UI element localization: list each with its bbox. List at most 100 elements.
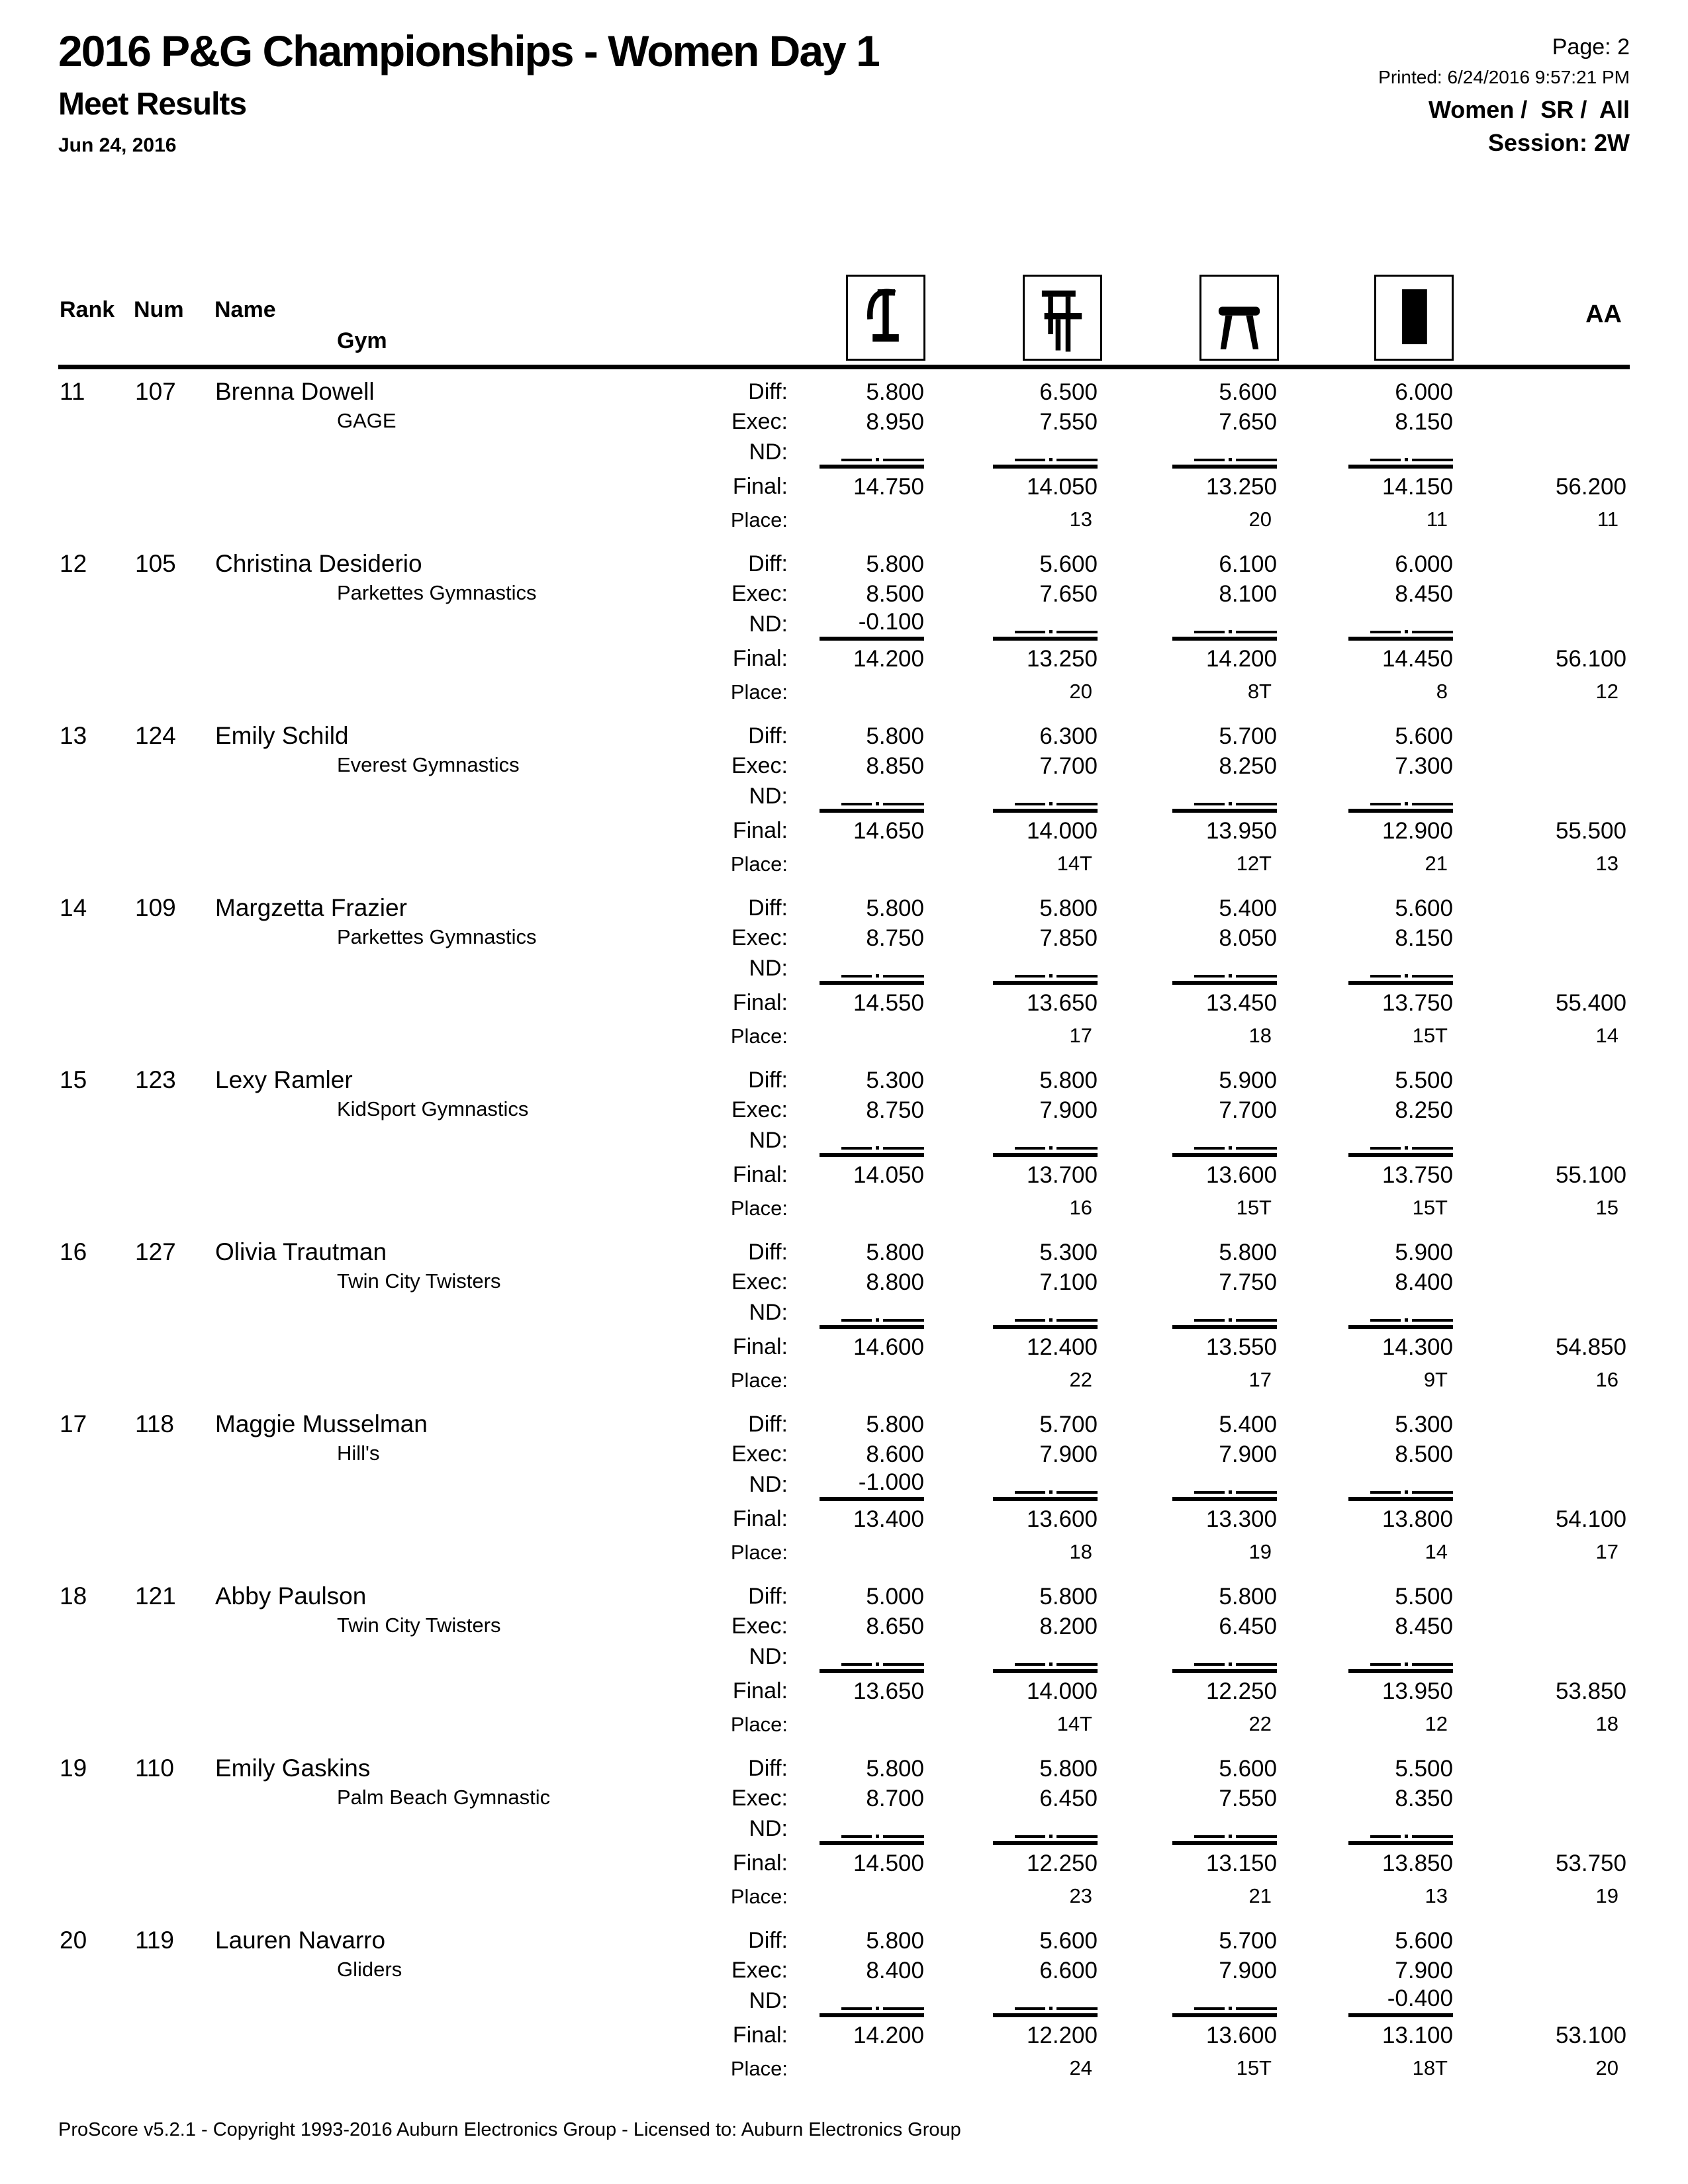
sum-line <box>1348 1497 1453 1501</box>
aa-total: 54.100 <box>1555 1506 1626 1532</box>
beam-final: 13.600 <box>1205 2023 1277 2048</box>
bars-final: 12.250 <box>1026 1850 1098 1876</box>
nd-blank-line <box>1370 1318 1453 1322</box>
athlete-block: 18 121 Abby Paulson Twin City Twisters D… <box>58 1574 1630 1746</box>
vault-diff: 5.800 <box>866 1412 924 1437</box>
beam-diff: 5.600 <box>1219 379 1277 405</box>
sum-line <box>993 1325 1098 1329</box>
label-place: Place: <box>730 1713 788 1736</box>
sum-line <box>820 465 924 469</box>
nd-blank-line <box>1015 1662 1098 1666</box>
label-place: Place: <box>730 1885 788 1908</box>
gym-name: Parkettes Gymnastics <box>337 581 537 604</box>
table-header: Rank Num Name Gym <box>58 273 1630 369</box>
nd-blank-line <box>1015 802 1098 805</box>
floor-exec: 7.300 <box>1395 753 1453 779</box>
aa-total: 53.850 <box>1555 1678 1626 1704</box>
floor-place: 18T <box>1412 2056 1448 2079</box>
floor-final: 14.450 <box>1382 646 1453 672</box>
bars-exec: 7.900 <box>1039 1097 1098 1123</box>
floor-nd-cell <box>1307 1809 1453 1845</box>
label-final: Final: <box>732 1678 788 1704</box>
vault-diff: 5.000 <box>866 1584 924 1610</box>
vault-nd-cell <box>778 433 924 469</box>
sum-line <box>993 809 1098 813</box>
rank-value: 17 <box>60 1410 87 1437</box>
col-header-aa: AA <box>1585 300 1622 328</box>
bars-diff: 5.800 <box>1039 1756 1098 1782</box>
floor-final: 14.150 <box>1382 474 1453 500</box>
competitor-number: 124 <box>135 722 176 749</box>
vault-diff: 5.800 <box>866 1756 924 1782</box>
rank-value: 13 <box>60 722 87 749</box>
competitor-number: 127 <box>135 1238 176 1265</box>
label-final: Final: <box>732 818 788 843</box>
floor-diff: 5.500 <box>1395 1756 1453 1782</box>
athlete-name: Brenna Dowell <box>215 378 375 405</box>
sum-line <box>993 1841 1098 1845</box>
gym-name: Gliders <box>337 1958 402 1981</box>
beam-place: 12T <box>1236 852 1272 875</box>
gym-name: Twin City Twisters <box>337 1614 501 1637</box>
floor-diff: 5.500 <box>1395 1068 1453 1093</box>
floor-diff: 6.000 <box>1395 379 1453 405</box>
vault-nd-cell <box>778 777 924 813</box>
bars-place: 23 <box>1069 1884 1092 1907</box>
aa-place: 17 <box>1595 1540 1618 1563</box>
sum-line <box>993 637 1098 641</box>
floor-final: 13.750 <box>1382 1162 1453 1188</box>
bars-exec: 7.900 <box>1039 1441 1098 1467</box>
athlete-block: 17 118 Maggie Musselman Hill's Diff: Exe… <box>58 1402 1630 1574</box>
vault-exec: 8.950 <box>866 409 924 435</box>
floor-diff: 5.900 <box>1395 1240 1453 1265</box>
gym-name: Everest Gymnastics <box>337 753 520 776</box>
beam-diff: 5.900 <box>1219 1068 1277 1093</box>
competitor-number: 110 <box>135 1754 174 1782</box>
sum-line <box>820 1841 924 1845</box>
label-exec: Exec: <box>731 925 788 950</box>
header-rule <box>58 365 1630 369</box>
sum-line <box>820 981 924 985</box>
label-diff: Diff: <box>748 1240 788 1265</box>
nd-blank-line <box>1015 1490 1098 1494</box>
beam-final: 13.150 <box>1205 1850 1277 1876</box>
bars-final: 13.250 <box>1026 646 1098 672</box>
beam-diff: 5.800 <box>1219 1584 1277 1610</box>
label-nd: ND: <box>749 439 788 465</box>
vault-exec: 8.700 <box>866 1786 924 1811</box>
aa-total: 55.400 <box>1555 990 1626 1016</box>
bars-diff: 5.800 <box>1039 895 1098 921</box>
nd-blank-line <box>1194 2007 1277 2010</box>
nd-blank-line <box>1194 1835 1277 1838</box>
floor-exercise-icon <box>1374 275 1454 361</box>
aa-total: 53.750 <box>1555 1850 1626 1876</box>
rank-value: 18 <box>60 1582 87 1610</box>
vault-nd-cell <box>778 949 924 985</box>
beam-exec: 7.750 <box>1219 1269 1277 1295</box>
floor-final: 13.800 <box>1382 1506 1453 1532</box>
sum-line <box>1172 981 1277 985</box>
label-final: Final: <box>732 646 788 671</box>
bars-diff: 5.700 <box>1039 1412 1098 1437</box>
sum-line <box>1348 809 1453 813</box>
floor-nd-cell: -0.400 <box>1307 1981 1453 2017</box>
floor-nd-cell <box>1307 605 1453 641</box>
nd-blank-line <box>1015 1835 1098 1838</box>
beam-place: 15T <box>1236 2056 1272 2079</box>
label-nd: ND: <box>749 1128 788 1153</box>
beam-nd-cell <box>1131 433 1277 469</box>
beam-place: 8T <box>1247 680 1272 703</box>
aa-place: 12 <box>1595 680 1618 703</box>
sum-line <box>993 1153 1098 1157</box>
nd-blank-line <box>1194 1146 1277 1150</box>
vault-exec: 8.500 <box>866 581 924 607</box>
bars-exec: 6.450 <box>1039 1786 1098 1811</box>
bars-place: 22 <box>1069 1368 1092 1391</box>
vault-exec: 8.650 <box>866 1614 924 1639</box>
beam-place: 18 <box>1248 1024 1272 1047</box>
bars-nd-cell <box>952 605 1098 641</box>
athlete-block: 16 127 Olivia Trautman Twin City Twister… <box>58 1230 1630 1402</box>
nd-blank-line <box>1370 802 1453 805</box>
bars-final: 14.000 <box>1026 818 1098 844</box>
floor-nd-cell <box>1307 777 1453 813</box>
